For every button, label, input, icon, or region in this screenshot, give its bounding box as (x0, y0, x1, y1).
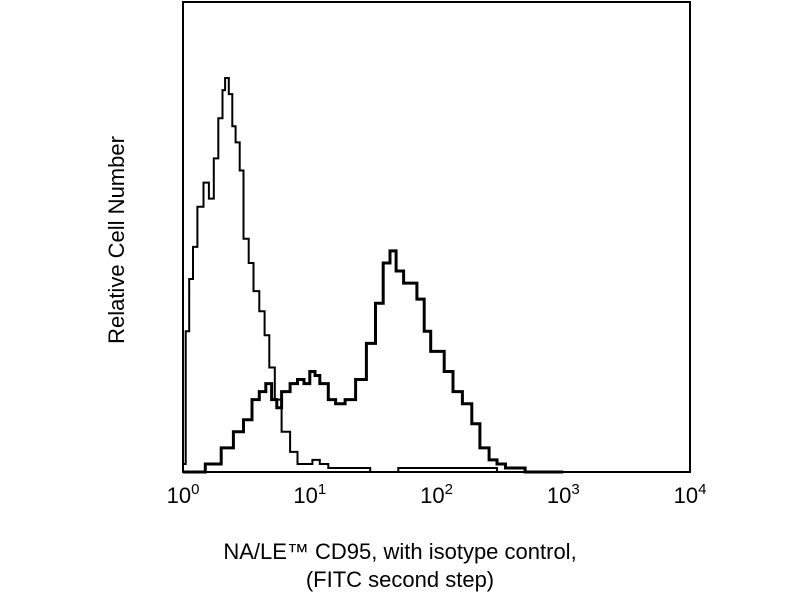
x-axis-label-line-2: (FITC second step) (305, 567, 495, 592)
histogram-series-isotype-control (183, 77, 498, 473)
y-axis-label: Relative Cell Number (104, 136, 129, 344)
plot-frame (182, 1, 691, 473)
x-tick-label-0: 100 (167, 481, 200, 508)
axis-layer (182, 1, 691, 473)
series-layer (183, 77, 564, 474)
x-tick-label-1: 101 (293, 481, 326, 508)
x-tick-label-4: 104 (674, 481, 707, 508)
x-tick-label-2: 102 (420, 481, 453, 508)
x-axis-label-line-1: NA/LE™ CD95, with isotype control, (223, 539, 577, 564)
tick-label-layer: 100 101 102 103 104 (167, 481, 707, 508)
x-tick-label-3: 103 (547, 481, 580, 508)
histogram-series-CD95 (183, 249, 564, 474)
